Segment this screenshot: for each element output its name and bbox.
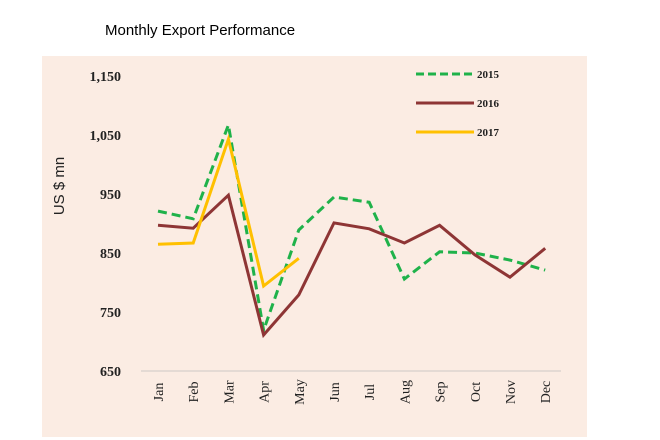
x-tick-label: Feb (187, 382, 202, 403)
y-tick-label: 1,150 (90, 70, 122, 85)
x-axis-ticks: Jan Feb Mar Apr May Jun Jul Aug Sep Oct Nov Dec (152, 379, 554, 405)
x-tick-label: Mar (222, 380, 237, 404)
x-tick-label: Jun (328, 382, 343, 401)
x-tick-label: Nov (504, 380, 519, 404)
legend: 2015 2016 2017 (416, 69, 500, 139)
y-tick-label: 1,050 (90, 129, 122, 144)
series-line-2016 (157, 192, 547, 339)
x-tick-label: Dec (539, 381, 554, 404)
y-tick-label: 950 (100, 188, 121, 203)
x-tick-label: Jan (152, 383, 167, 402)
legend-label-2017: 2017 (477, 127, 500, 139)
series-line-2017 (157, 133, 300, 289)
y-tick-label: 850 (100, 247, 121, 262)
legend-label-2016: 2016 (477, 98, 500, 110)
x-tick-label: Aug (398, 380, 413, 404)
x-tick-label: Sep (434, 382, 449, 403)
y-tick-label: 650 (100, 365, 121, 380)
legend-label-2015: 2015 (477, 69, 500, 81)
x-tick-label: May (293, 379, 308, 405)
chart-title: Monthly Export Performance (105, 22, 296, 39)
series-lines (157, 119, 547, 339)
x-tick-label: Apr (258, 381, 273, 403)
series-line-2015 (157, 119, 546, 337)
x-tick-label: Jul (363, 384, 378, 400)
chart-panel (42, 56, 587, 437)
x-tick-label: Oct (469, 382, 484, 402)
y-tick-label: 750 (100, 306, 121, 321)
y-axis-label: US $ mn (51, 157, 68, 215)
y-axis-ticks: 650 750 850 950 1,050 1,150 (90, 70, 122, 380)
